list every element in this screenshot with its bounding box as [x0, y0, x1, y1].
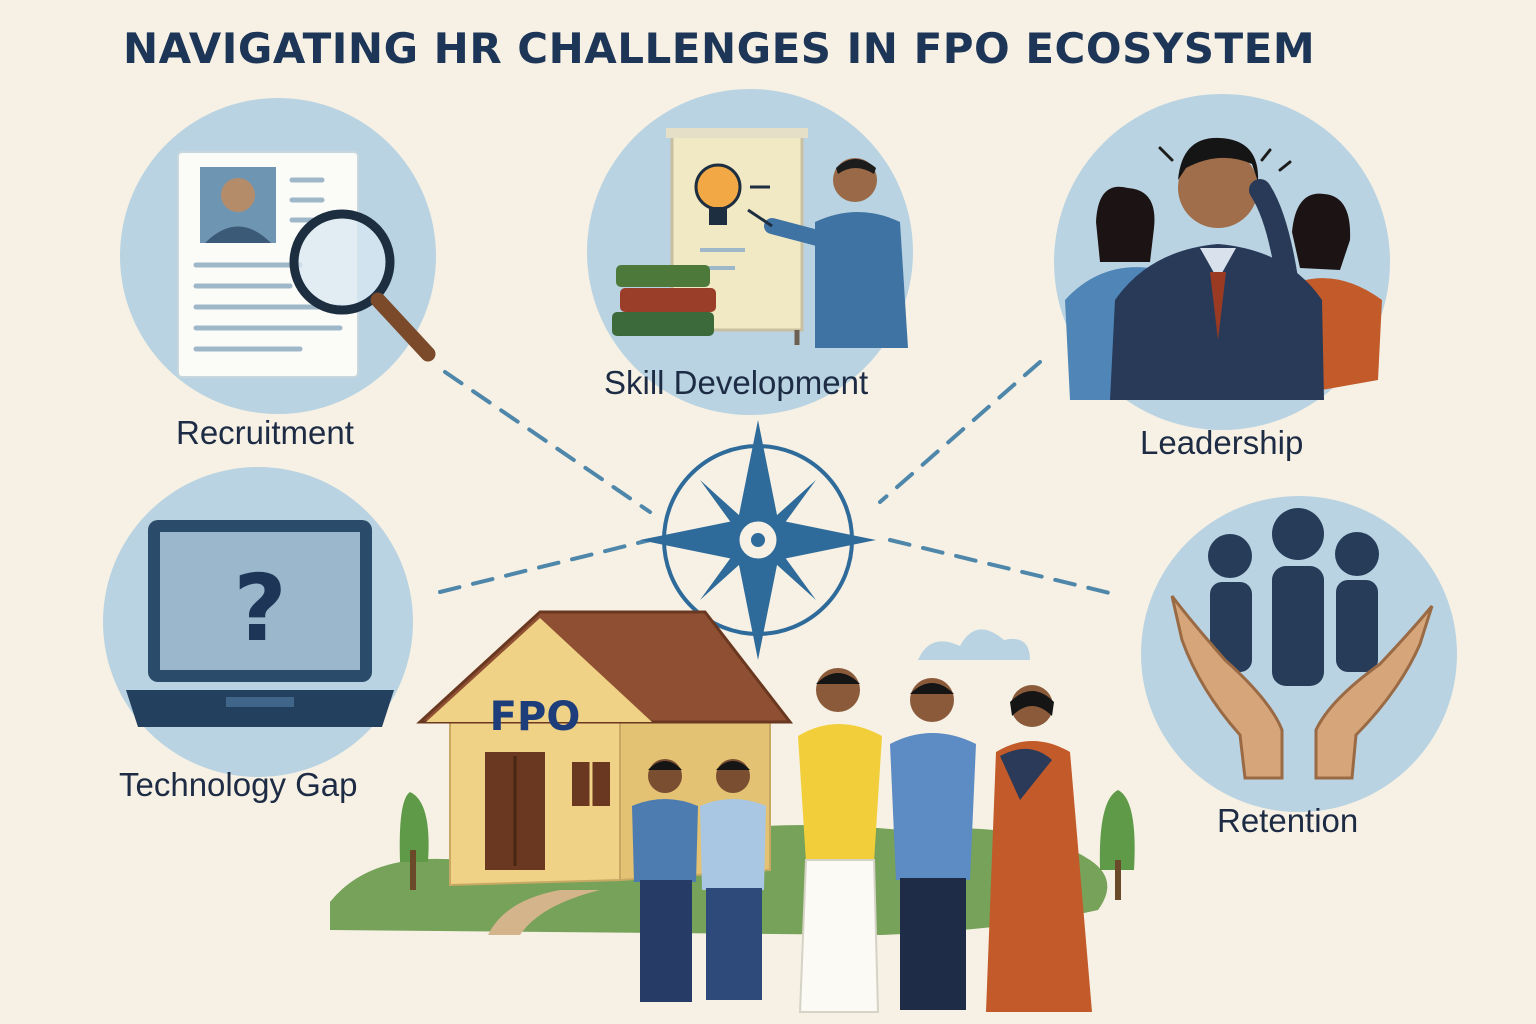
page-title: NAVIGATING HR CHALLENGES IN FPO ECOSYSTE… — [123, 24, 1316, 73]
technology-gap-node: ? — [103, 467, 413, 777]
man-center-figure — [1110, 137, 1324, 400]
recruitment-node — [120, 98, 436, 414]
compass-icon — [640, 420, 876, 660]
people-icon — [1208, 508, 1379, 686]
trainer-figure — [747, 158, 908, 348]
leadership-node — [1054, 94, 1390, 430]
house-sign: FPO — [490, 694, 581, 740]
hands-icon — [1170, 595, 1434, 780]
retention-node — [1141, 496, 1457, 812]
tree-right-icon — [1099, 790, 1135, 870]
label-recruitment: Recruitment — [176, 414, 354, 451]
connector-leadership — [878, 360, 1042, 504]
skill-development-node — [587, 89, 913, 415]
books-icon — [612, 265, 716, 336]
boy-right-figure — [700, 759, 766, 1000]
dirt-path — [488, 890, 600, 935]
connector-recruitment — [443, 370, 652, 514]
tree-left-icon — [399, 792, 429, 862]
label-technology-gap: Technology Gap — [119, 766, 358, 803]
villagers-group — [632, 668, 1092, 1013]
connector-retention — [888, 538, 1120, 597]
woman-saree-figure — [986, 685, 1092, 1012]
cloud-icon — [918, 629, 1030, 660]
boy-left-figure — [632, 759, 698, 1002]
connector-technology — [438, 538, 652, 594]
label-skill-development: Skill Development — [604, 364, 869, 401]
lightbulb-icon — [694, 163, 770, 270]
question-mark-icon: ? — [233, 555, 286, 662]
magnifier-icon — [289, 209, 436, 362]
connector-lines — [438, 360, 1120, 597]
label-leadership: Leadership — [1140, 424, 1304, 461]
man-blue-figure — [890, 678, 976, 1010]
label-retention: Retention — [1217, 802, 1359, 839]
laptop-icon — [126, 520, 394, 727]
man-yellow-figure — [798, 668, 882, 1013]
resume-icon — [177, 151, 359, 378]
